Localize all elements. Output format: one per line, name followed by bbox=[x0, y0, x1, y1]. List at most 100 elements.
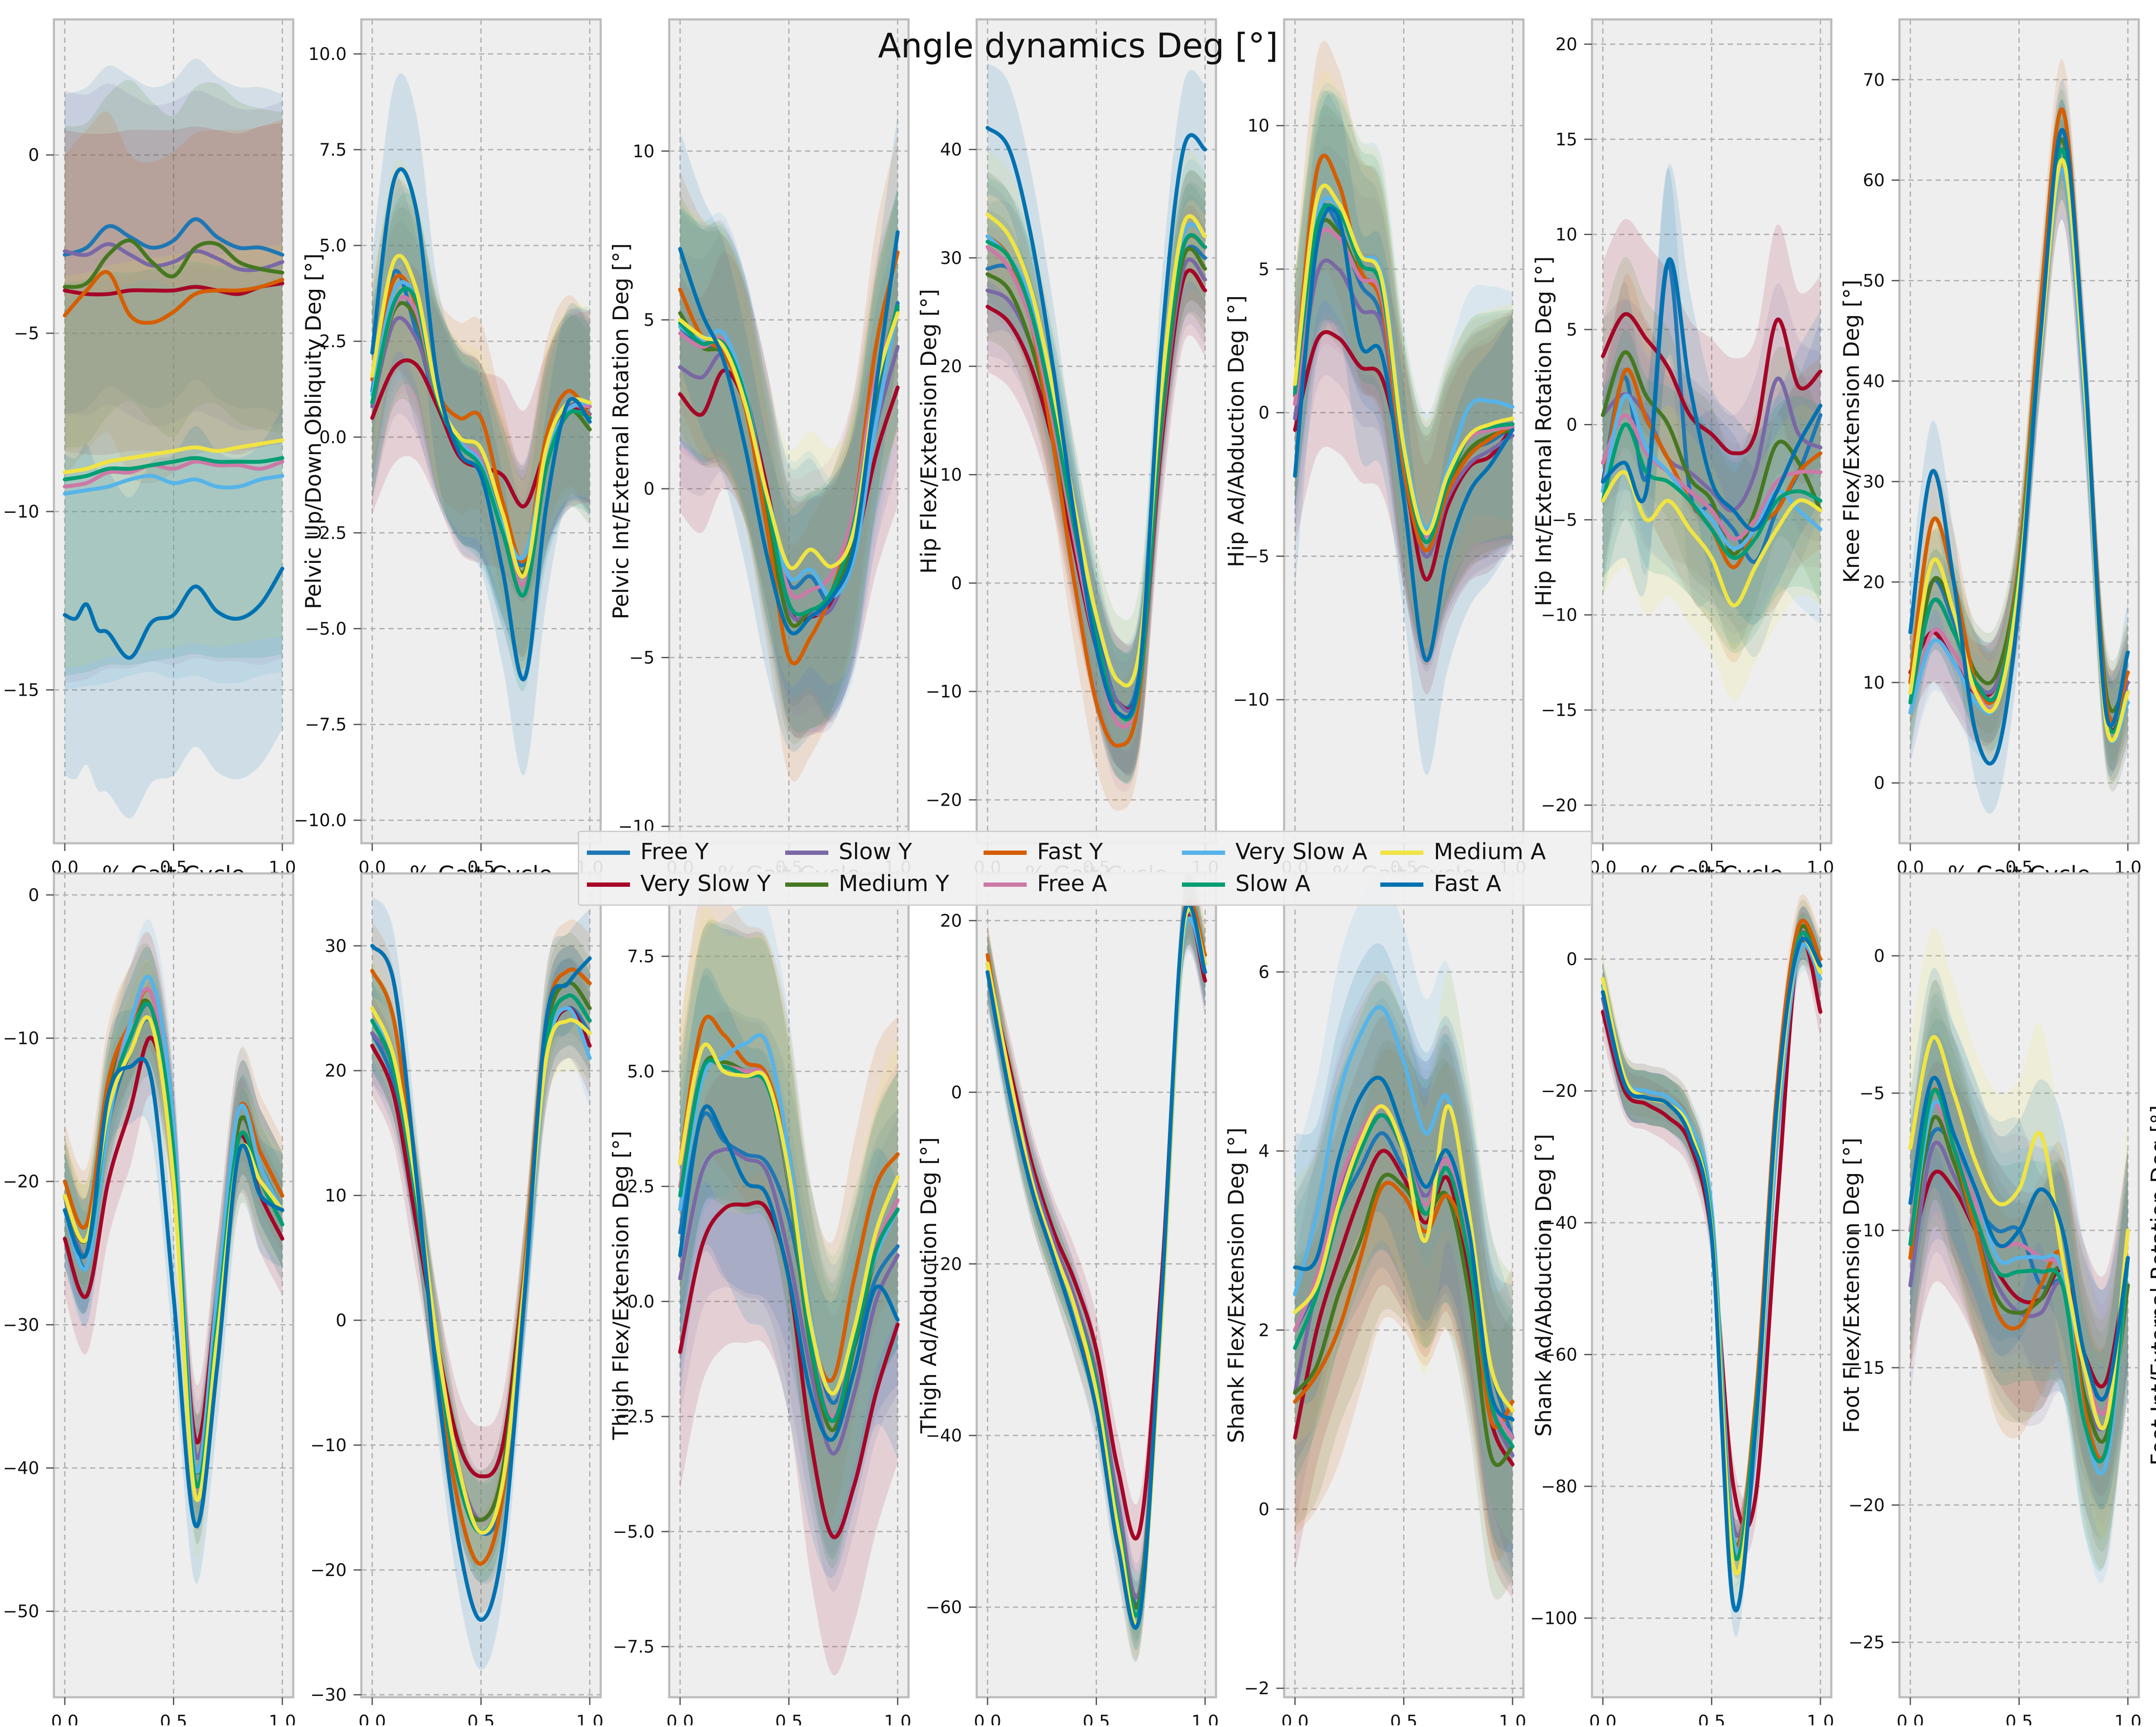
series-line-medium-a bbox=[1293, 183, 1515, 536]
band-free-y bbox=[65, 58, 282, 415]
y-tick-label: −40 bbox=[3, 1459, 39, 1479]
band-medium-y bbox=[1910, 1007, 2128, 1552]
legend-swatch bbox=[785, 882, 828, 887]
legend-item-fast-a: Fast A bbox=[1380, 871, 1544, 897]
y-axis-label: Hip Int/External Rotation Deg [°] bbox=[1531, 256, 1556, 606]
legend-item-medium-a: Medium A bbox=[1380, 839, 1546, 865]
y-tick-label: 5.0 bbox=[319, 236, 347, 256]
y-tick-label: −15 bbox=[3, 680, 39, 700]
y-tick-label: −7.5 bbox=[613, 1637, 655, 1657]
series-line-medium-a bbox=[985, 212, 1207, 688]
series-line-very-slow-a bbox=[678, 304, 900, 599]
x-tick-label: 1.0 bbox=[576, 1712, 604, 1725]
y-tick-label: 5 bbox=[644, 311, 655, 330]
y-tick-label: −20 bbox=[1541, 1081, 1577, 1101]
x-tick-label: 0.5 bbox=[1083, 1712, 1110, 1725]
x-tick-label: 1.0 bbox=[1807, 1712, 1834, 1725]
y-tick-label: 0 bbox=[951, 574, 962, 593]
x-tick-label: 0.0 bbox=[1896, 1712, 1924, 1725]
series-line-medium-a bbox=[1293, 1104, 1515, 1413]
legend-label: Slow Y bbox=[839, 839, 912, 865]
y-tick-label: 0 bbox=[1259, 403, 1269, 423]
y-tick-label: −10.0 bbox=[294, 811, 347, 831]
y-tick-label: 0 bbox=[28, 885, 39, 905]
series-line-fast-a bbox=[1908, 128, 2130, 766]
y-axis-label: Foot Flex/Extension Deg [°] bbox=[1839, 1138, 1864, 1433]
series-line-medium-a bbox=[63, 438, 285, 474]
band-slow-a bbox=[987, 170, 1205, 785]
series-line-slow-a bbox=[1293, 1113, 1515, 1449]
plot-area bbox=[1601, 894, 1823, 1637]
series-line-medium-a bbox=[1908, 1035, 2130, 1431]
legend-swatch bbox=[1380, 851, 1423, 855]
series-line-fast-a bbox=[1601, 257, 1823, 532]
plot-area bbox=[1908, 59, 2130, 814]
subplot-10: 0.0 0.5 1.0 −7.5 −5.0 −2.5 0.0 2.5 5.0 7.5 Thigh A… bbox=[613, 872, 941, 1727]
legend-label: Very Slow Y bbox=[640, 871, 771, 897]
series-line-fast-a bbox=[1293, 206, 1515, 663]
y-tick-label: 6 bbox=[1259, 962, 1269, 982]
y-tick-label: 2.5 bbox=[319, 332, 347, 352]
series-line-very-slow-y bbox=[63, 281, 285, 297]
band-medium-y bbox=[65, 943, 282, 1530]
x-tick-label: 0.0 bbox=[358, 1712, 386, 1725]
series-line-fast-a bbox=[985, 902, 1207, 1630]
subplot-11: 0.0 0.5 1.0 −60 −40 −20 0 20 Shank Flex/Extensio… bbox=[926, 872, 1249, 1727]
y-tick-label: 4 bbox=[1259, 1142, 1269, 1162]
y-tick-label: −20 bbox=[1541, 796, 1577, 816]
series-line-slow-a bbox=[985, 233, 1207, 722]
y-tick-label: −15 bbox=[1541, 700, 1577, 720]
y-tick-label: 10 bbox=[1247, 116, 1269, 136]
band-fast-a bbox=[1295, 943, 1513, 1554]
series-line-free-y bbox=[63, 217, 285, 257]
x-tick-label: 0.5 bbox=[467, 1712, 495, 1725]
series-line-fast-a bbox=[1908, 1076, 2130, 1402]
band-very-slow-y bbox=[987, 880, 1205, 1573]
band-very-slow-y bbox=[372, 958, 590, 1526]
y-tick-label: −60 bbox=[1541, 1345, 1577, 1365]
series-line-fast-a bbox=[678, 1104, 900, 1442]
series-line-medium-y bbox=[1908, 1115, 2130, 1444]
x-tick-label: 0.0 bbox=[1281, 1712, 1309, 1725]
legend-item-medium-y: Medium Y bbox=[785, 871, 949, 897]
series-line-fast-a bbox=[1601, 936, 1823, 1613]
band-very-slow-a bbox=[1603, 918, 1821, 1579]
y-tick-label: −15 bbox=[1849, 1358, 1885, 1378]
legend-swatch bbox=[984, 851, 1027, 855]
y-tick-label: −20 bbox=[3, 1172, 39, 1192]
y-axis-label: Hip Ad/Abduction Deg [°] bbox=[1224, 295, 1249, 567]
y-tick-label: 15 bbox=[1555, 130, 1577, 150]
legend-swatch bbox=[1380, 882, 1423, 887]
plot-area bbox=[985, 873, 1207, 1662]
x-tick-label: 0.5 bbox=[1698, 1712, 1726, 1725]
subplot-13: 0.0 0.5 1.0 −100 −80 −60 −40 −20 0 Foot Flex/Exte… bbox=[1530, 872, 1864, 1727]
x-tick-label: 0.0 bbox=[1589, 1712, 1617, 1725]
y-tick-label: 10 bbox=[325, 1186, 347, 1206]
band-fast-a bbox=[680, 114, 898, 752]
plot-area bbox=[985, 63, 1207, 811]
y-tick-label: 0 bbox=[1259, 1500, 1269, 1520]
legend-swatch bbox=[1182, 882, 1225, 887]
y-tick-label: −5 bbox=[1552, 510, 1577, 530]
series-line-free-a bbox=[63, 459, 285, 489]
band-medium-y bbox=[680, 192, 898, 744]
x-tick-label: 1.0 bbox=[1191, 1712, 1219, 1725]
band-slow-a bbox=[65, 946, 282, 1544]
y-tick-label: 0.0 bbox=[319, 427, 347, 447]
band-slow-a bbox=[372, 192, 590, 692]
figure-title: Angle dynamics Deg [°] bbox=[878, 27, 1278, 66]
plot-area bbox=[370, 896, 592, 1670]
y-axis-label: Thigh Flex/Extension Deg [°] bbox=[608, 1131, 633, 1441]
y-tick-label: −2 bbox=[1244, 1679, 1269, 1699]
series-line-fast-a bbox=[1293, 1076, 1515, 1422]
series-line-fast-y bbox=[63, 270, 285, 325]
series-line-medium-a bbox=[1601, 470, 1823, 608]
legend-item-very-slow-y: Very Slow Y bbox=[587, 871, 771, 897]
subplot-14: 0.0 0.5 1.0 −25 −20 −15 −10 −5 0 Foot Int/Externa… bbox=[1849, 872, 2156, 1727]
y-tick-label: 40 bbox=[1863, 372, 1885, 392]
x-tick-label: 0.5 bbox=[1390, 1712, 1418, 1725]
y-tick-label: 2.5 bbox=[627, 1177, 655, 1197]
y-tick-label: 2 bbox=[1259, 1321, 1269, 1341]
series-line-very-slow-y bbox=[1601, 312, 1823, 455]
y-tick-label: −7.5 bbox=[305, 715, 347, 735]
